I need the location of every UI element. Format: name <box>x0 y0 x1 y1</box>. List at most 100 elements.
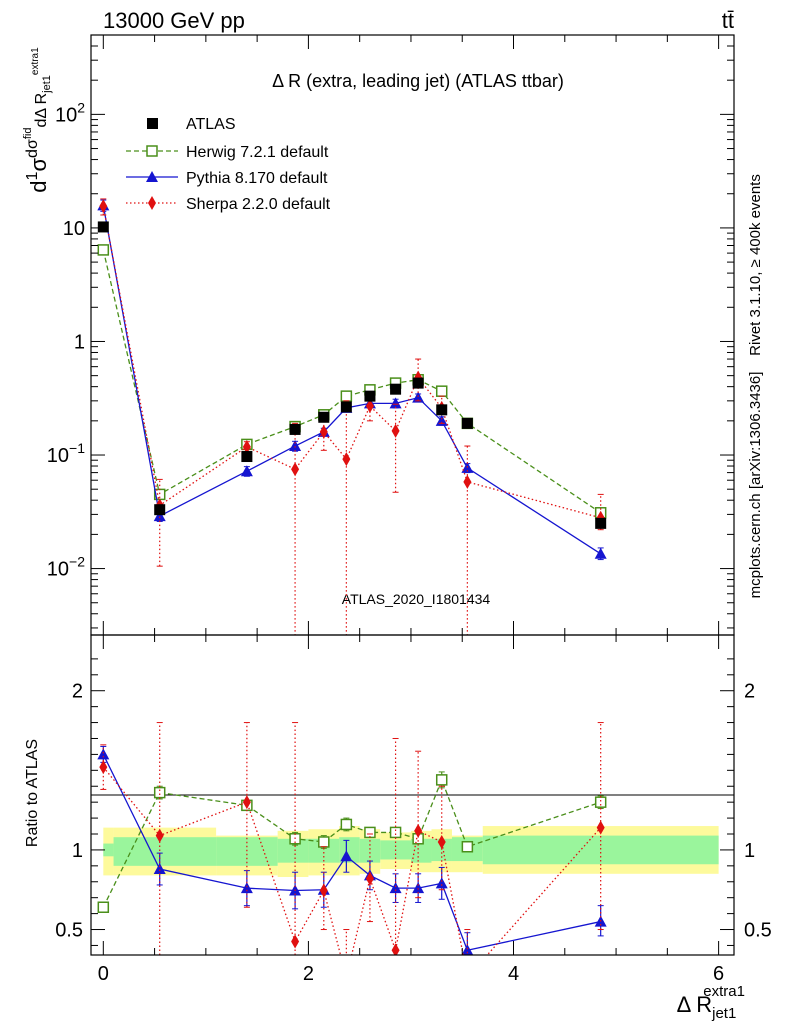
legend-label-pythia: Pythia 8.170 default <box>186 170 328 187</box>
ratio-point <box>153 786 166 799</box>
watermark: ATLAS_2020_I1801434 <box>342 591 491 607</box>
ratio-series-sherpa <box>99 722 605 984</box>
band-inner <box>103 843 114 857</box>
ratio-point <box>463 970 471 984</box>
main-point <box>242 439 251 454</box>
main-series-herwig <box>97 244 607 519</box>
ylabel-den-sub: jet1 <box>41 75 53 94</box>
main-point <box>365 399 374 414</box>
main-point <box>412 391 425 403</box>
energy-label: 13000 GeV pp <box>103 8 245 33</box>
main-point <box>340 401 352 413</box>
ratio-y-tick-label-right: 2 <box>744 681 755 703</box>
main-series-line <box>102 249 602 514</box>
mcplots-label: mcplots.cern.ch [arXiv:1306.3436] <box>747 372 764 599</box>
ratio-series-line <box>102 766 602 955</box>
ratio-point <box>594 796 607 808</box>
legend-marker-sherpa <box>148 196 156 210</box>
x-axis-label: Δ Rjet1 extra1 <box>677 983 745 1022</box>
ratio-uncertainty-bands <box>103 826 719 877</box>
band-inner <box>277 838 309 863</box>
main-point <box>412 377 424 389</box>
band-inner <box>431 838 452 862</box>
ratio-point <box>155 828 164 843</box>
ratio-point <box>340 818 353 831</box>
ratio-point <box>99 760 108 775</box>
ylabel-den-sup: extra1 <box>30 47 41 75</box>
legend-label-herwig: Herwig 7.2.1 default <box>186 144 329 161</box>
svg-text:d1σdσfiddΔ Rjet1extra1: d1σdσfiddΔ Rjet1extra1 <box>22 47 53 193</box>
xlabel-base: Δ R <box>677 992 712 1017</box>
main-point <box>97 221 109 233</box>
band-inner <box>410 838 432 863</box>
main-point <box>342 452 351 467</box>
main-y-tick-label: 10−1 <box>47 440 85 467</box>
band-inner <box>359 838 381 863</box>
ratio-point <box>242 795 251 810</box>
ylabel-sigma: σ <box>26 158 51 172</box>
ratio-point <box>240 882 253 894</box>
main-point <box>594 547 607 559</box>
main-point <box>463 474 472 489</box>
legend-marker-atlas <box>147 118 158 129</box>
ratio-y-tick-label-left: 2 <box>72 681 83 703</box>
ratio-point <box>342 970 350 984</box>
main-point <box>153 510 166 522</box>
main-y-tick-label: 102 <box>55 99 85 126</box>
process-label: tt̄ <box>722 8 734 33</box>
main-series-sherpa <box>99 198 605 635</box>
legend-marker-herwig <box>146 145 158 157</box>
ratio-y-axis-label: Ratio to ATLAS <box>24 739 41 847</box>
ratio-point <box>389 826 402 839</box>
main-point <box>291 462 300 477</box>
main-y-tick-label: 10 <box>63 218 85 240</box>
band-inner <box>482 835 719 865</box>
main-axes: 10−2 10−1 1 10 102 <box>47 34 734 635</box>
band-inner <box>308 838 340 863</box>
ratio-series-line <box>102 754 601 951</box>
main-point <box>154 504 166 516</box>
ratio-y-tick-label-left: 0.5 <box>55 920 83 942</box>
main-point <box>391 423 400 438</box>
main-y-tick-label: 1 <box>74 331 85 353</box>
main-point <box>595 517 607 529</box>
ratio-y-tick-label-right: 0.5 <box>744 920 772 942</box>
main-point <box>289 440 302 452</box>
ratio-point <box>437 834 446 849</box>
legend-entry-sherpa: Sherpa 2.2.0 default <box>126 196 331 213</box>
ratio-series-pythia <box>97 745 607 955</box>
legend-marker-pythia <box>146 171 158 182</box>
ratio-point <box>461 840 474 853</box>
main-point <box>240 465 253 477</box>
ylabel-den: dΔ R <box>33 93 50 128</box>
main-point <box>461 417 473 429</box>
main-point <box>97 244 110 256</box>
ratio-point <box>97 748 110 760</box>
main-series-line <box>102 205 602 555</box>
main-y-axis-label: d1σdσfiddΔ Rjet1extra1 <box>22 47 53 193</box>
main-series-layer <box>97 198 607 635</box>
main-point <box>289 423 301 435</box>
main-point <box>364 390 376 402</box>
ratio-point <box>364 826 376 839</box>
ylabel-one: 1 <box>24 171 41 180</box>
main-point <box>340 390 353 402</box>
main-series-line <box>102 206 601 519</box>
ratio-point <box>340 850 353 862</box>
ratio-point <box>391 943 400 955</box>
ratio-point <box>412 882 425 894</box>
ratio-point <box>319 883 328 898</box>
rivet-label: Rivet 3.1.10, ≥ 400k events <box>747 174 764 356</box>
ratio-y-tick-label-left: 1 <box>72 840 83 862</box>
main-y-tick-label: 10−2 <box>47 554 85 581</box>
ratio-axes: 0 2 4 6 0.5 0.5 1 1 2 2 <box>55 635 772 985</box>
ylabel-num: dσ <box>24 139 41 158</box>
ratio-point <box>435 877 448 889</box>
ylabel-num-sup: fid <box>22 128 34 140</box>
ratio-point <box>414 823 423 838</box>
legend-entry-atlas: ATLAS <box>147 116 236 133</box>
xlabel-sub: jet1 <box>711 1005 736 1022</box>
main-series-atlas <box>97 221 607 529</box>
ratio-series-layer <box>97 722 607 984</box>
ratio-point <box>596 820 605 835</box>
